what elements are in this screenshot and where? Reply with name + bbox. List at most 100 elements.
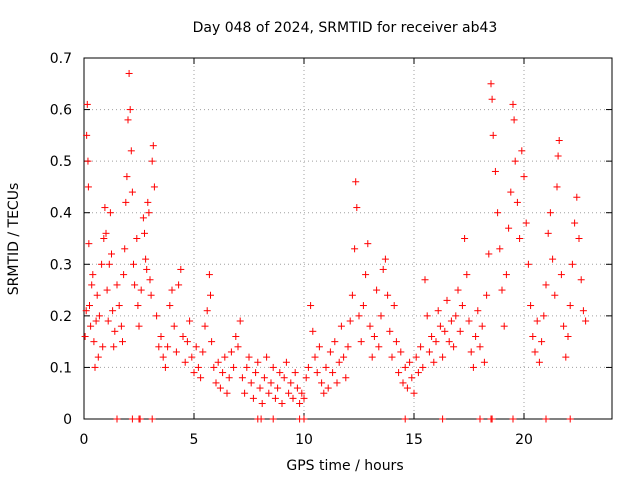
data-point [520, 173, 528, 181]
data-point [205, 271, 213, 279]
data-point [111, 327, 119, 335]
data-point [87, 322, 95, 330]
data-point [452, 312, 460, 320]
x-axis-label: GPS time / hours [286, 458, 403, 474]
data-point [566, 415, 574, 423]
data-point [307, 302, 315, 310]
data-point [346, 317, 354, 325]
data-point [366, 322, 374, 330]
data-point [544, 229, 552, 237]
data-point [91, 363, 99, 371]
data-point [348, 291, 356, 299]
data-point [143, 265, 151, 273]
chart-grid [84, 58, 612, 419]
data-point [170, 322, 178, 330]
data-point [300, 394, 308, 402]
data-point [324, 384, 332, 392]
data-point [390, 302, 398, 310]
data-point [443, 296, 451, 304]
data-point [467, 348, 475, 356]
data-point [223, 389, 231, 397]
data-point [254, 358, 262, 366]
data-point [201, 322, 209, 330]
data-point [408, 374, 416, 382]
data-point [320, 389, 328, 397]
data-point [357, 338, 365, 346]
data-point [529, 332, 537, 340]
data-point [465, 317, 473, 325]
data-point [533, 317, 541, 325]
data-point [524, 260, 532, 268]
data-point [553, 183, 561, 191]
data-point [131, 281, 139, 289]
data-point [269, 363, 277, 371]
data-point [149, 142, 157, 150]
data-point [127, 147, 135, 155]
data-point [425, 348, 433, 356]
data-point [81, 332, 89, 340]
data-point [225, 374, 233, 382]
data-point [147, 291, 155, 299]
data-point [227, 348, 235, 356]
data-point [256, 384, 264, 392]
data-point [83, 100, 91, 108]
data-point [329, 369, 337, 377]
data-point [428, 332, 436, 340]
data-point [469, 363, 477, 371]
chart-title: Day 048 of 2024, SRMTID for receiver ab4… [193, 20, 498, 36]
data-point [84, 157, 92, 165]
data-point [130, 260, 137, 268]
data-point [95, 312, 103, 320]
data-point [90, 338, 98, 346]
data-point [238, 374, 246, 382]
data-point [139, 214, 147, 222]
x-tick-labels: 0 5 10 15 20 [80, 432, 533, 448]
data-point [403, 384, 411, 392]
data-point [241, 389, 249, 397]
data-point [123, 173, 131, 181]
data-point [113, 415, 121, 423]
data-point [445, 338, 453, 346]
data-point [109, 307, 117, 315]
data-point [461, 235, 469, 242]
data-point [135, 322, 143, 330]
data-point [355, 312, 363, 320]
data-point [423, 312, 431, 320]
data-point [478, 322, 486, 330]
data-point [136, 415, 144, 423]
data-point [456, 327, 464, 335]
data-point [179, 332, 187, 340]
data-point [172, 348, 180, 356]
data-point [531, 348, 539, 356]
data-point [258, 400, 266, 408]
data-point [557, 271, 565, 279]
data-point [309, 327, 317, 335]
data-point [430, 358, 438, 366]
data-point [145, 209, 153, 217]
data-point [483, 291, 491, 299]
data-point [157, 332, 165, 340]
data-point [188, 353, 196, 361]
data-point [117, 322, 125, 330]
data-point [282, 358, 290, 366]
data-point [377, 312, 385, 320]
data-point [507, 188, 515, 196]
data-point [265, 389, 273, 397]
data-point [395, 369, 403, 377]
data-point [454, 286, 462, 294]
data-point [164, 343, 172, 351]
data-point [549, 255, 557, 263]
data-point [401, 415, 409, 423]
data-point [410, 389, 418, 397]
data-point [399, 379, 407, 387]
data-point [103, 286, 111, 294]
data-point [252, 369, 260, 377]
data-point [509, 100, 517, 108]
data-point [577, 276, 585, 284]
data-point [183, 338, 191, 346]
data-point [148, 157, 156, 165]
data-point [99, 343, 107, 351]
data-point [487, 80, 495, 88]
data-point [141, 229, 148, 237]
data-point [134, 302, 142, 310]
